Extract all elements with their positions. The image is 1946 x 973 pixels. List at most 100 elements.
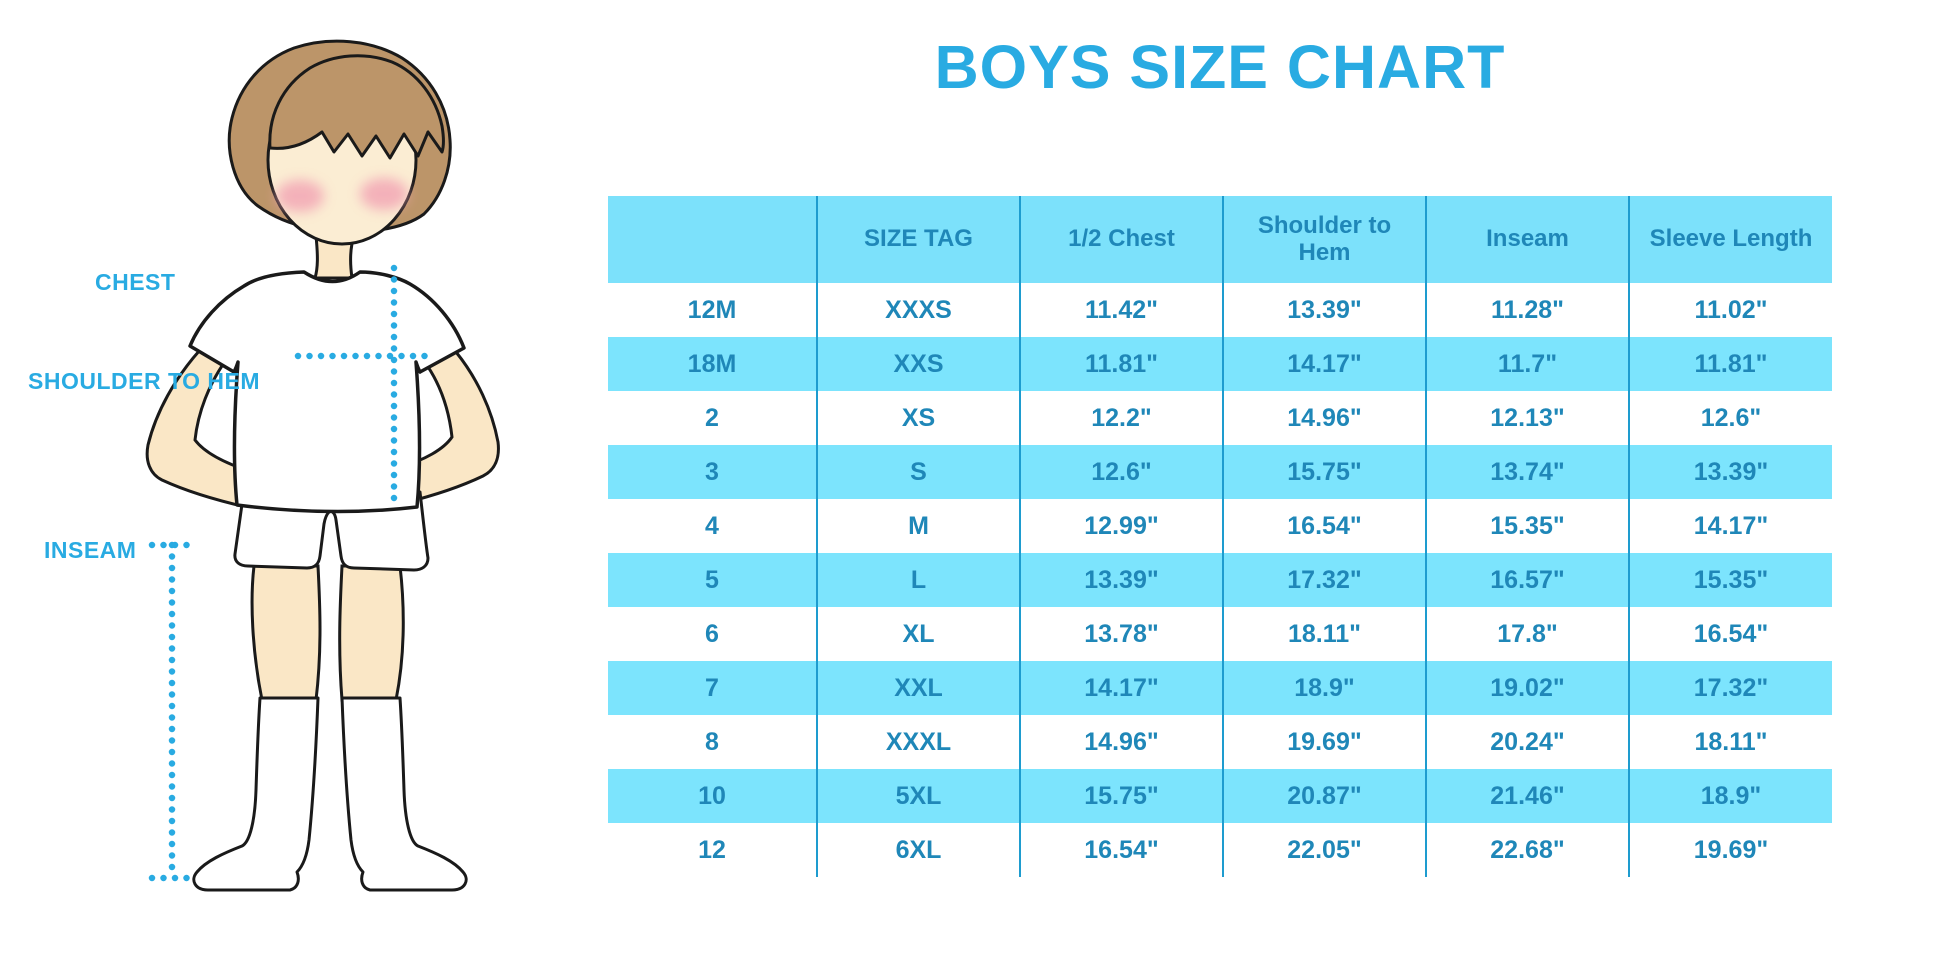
boy-right-leg xyxy=(338,564,405,702)
age-size-cell: 6 xyxy=(608,607,818,661)
chest-label: CHEST xyxy=(95,269,176,295)
inseam-cell: 19.02" xyxy=(1427,661,1630,715)
page-title: BOYS SIZE CHART xyxy=(934,33,1506,101)
shoulder-to-hem-cell: 15.75" xyxy=(1224,445,1427,499)
inseam-cell: 11.28" xyxy=(1427,283,1630,337)
shoulder-to-hem-cell: 14.17" xyxy=(1224,337,1427,391)
column-header-size-tag: SIZE TAG xyxy=(818,196,1021,283)
sleeve-length-cell: 18.11" xyxy=(1694,727,1768,756)
boy-right-sock xyxy=(340,696,468,892)
half-chest-cell: 15.75" xyxy=(1021,769,1224,823)
column-header-shoulder-to-hem: Shoulder to Hem xyxy=(1224,196,1427,283)
size-tag-cell: XS xyxy=(818,391,1021,445)
shoulder-to-hem-cell: 14.96" xyxy=(1224,391,1427,445)
boy-left-arm xyxy=(145,348,254,509)
half-chest-cell: 11.81" xyxy=(1021,337,1224,391)
inseam-label: INSEAM xyxy=(44,537,137,563)
half-chest-cell: 16.54" xyxy=(1021,823,1224,877)
boy-left-leg xyxy=(250,564,322,702)
table-row: 6 XL 13.78" 18.11" 17.8" 16.54" xyxy=(608,607,1832,661)
table-row: 8 XXXL 14.96" 19.69" 20.24" 18.11" xyxy=(608,715,1832,769)
table-row: 18M XXS 11.81" 14.17" 11.7" 11.81" xyxy=(608,337,1832,391)
inseam-cell: 12.13" xyxy=(1427,391,1630,445)
size-tag-cell: S xyxy=(818,445,1021,499)
age-size-cell: 8 xyxy=(608,715,818,769)
shoulder-to-hem-label: SHOULDER TO HEM xyxy=(28,368,260,394)
shoulder-to-hem-cell: 19.69" xyxy=(1224,715,1427,769)
sleeve-length-cell: 17.32" xyxy=(1693,673,1769,702)
inseam-cell: 20.24" xyxy=(1427,715,1630,769)
column-header-inseam: Inseam xyxy=(1427,196,1630,283)
age-size-cell: 18M xyxy=(608,337,818,391)
size-chart-table: SIZE TAG 1/2 Chest Shoulder to Hem Insea… xyxy=(608,196,1832,877)
size-tag-cell: L xyxy=(818,553,1021,607)
sleeve-length-cell: 12.6" xyxy=(1700,403,1762,432)
shoulder-to-hem-cell: 13.39" xyxy=(1224,283,1427,337)
inseam-cell: 16.57" xyxy=(1427,553,1630,607)
age-size-cell: 3 xyxy=(608,445,818,499)
size-tag-cell: XXL xyxy=(818,661,1021,715)
sleeve-length-cell: 11.02" xyxy=(1694,295,1768,324)
sleeve-length-cell: 18.9" xyxy=(1700,781,1762,810)
boy-figure-illustration: CHEST SHOULDER TO HEM INSEAM xyxy=(0,0,520,973)
age-size-cell: 2 xyxy=(608,391,818,445)
half-chest-cell: 13.39" xyxy=(1021,553,1224,607)
sleeve-length-cell: 15.35" xyxy=(1693,565,1769,594)
column-header-sleeve-length: Sleeve Length xyxy=(1649,225,1813,253)
boy-right-arm xyxy=(396,350,500,505)
sleeve-length-cell: 16.54" xyxy=(1693,619,1769,648)
sleeve-length-cell: 14.17" xyxy=(1693,511,1769,540)
age-size-cell: 10 xyxy=(608,769,818,823)
table-row: 2 XS 12.2" 14.96" 12.13" 12.6" xyxy=(608,391,1832,445)
boy-bangs xyxy=(268,54,445,160)
shoulder-to-hem-cell: 20.87" xyxy=(1224,769,1427,823)
size-tag-cell: XXXS xyxy=(818,283,1021,337)
table-row: 7 XXL 14.17" 18.9" 19.02" 17.32" xyxy=(608,661,1832,715)
table-row: 4 M 12.99" 16.54" 15.35" 14.17" xyxy=(608,499,1832,553)
size-tag-cell: XXXL xyxy=(818,715,1021,769)
shoulder-to-hem-cell: 18.9" xyxy=(1224,661,1427,715)
table-row: 3 S 12.6" 15.75" 13.74" 13.39" xyxy=(608,445,1832,499)
table-row: 10 5XL 15.75" 20.87" 21.46" 18.9" xyxy=(608,769,1832,823)
shoulder-to-hem-cell: 16.54" xyxy=(1224,499,1427,553)
inseam-cell: 22.68" xyxy=(1427,823,1630,877)
half-chest-cell: 14.17" xyxy=(1021,661,1224,715)
boy-left-sock xyxy=(192,696,320,892)
table-row: 12M XXXS 11.42" 13.39" 11.28" 11.02" xyxy=(608,283,1832,337)
inseam-cell: 11.7" xyxy=(1427,337,1630,391)
inseam-cell: 15.35" xyxy=(1427,499,1630,553)
age-size-cell: 12M xyxy=(608,283,818,337)
shoulder-to-hem-cell: 17.32" xyxy=(1224,553,1427,607)
size-tag-cell: 6XL xyxy=(818,823,1021,877)
table-header-row: SIZE TAG 1/2 Chest Shoulder to Hem Insea… xyxy=(608,196,1832,283)
size-tag-cell: M xyxy=(818,499,1021,553)
age-size-cell: 12 xyxy=(608,823,818,877)
table-row: 12 6XL 16.54" 22.05" 22.68" 19.69" xyxy=(608,823,1832,877)
half-chest-cell: 12.6" xyxy=(1021,445,1224,499)
shoulder-to-hem-cell: 18.11" xyxy=(1224,607,1427,661)
half-chest-cell: 12.2" xyxy=(1021,391,1224,445)
boy-cheek-left xyxy=(276,180,324,212)
inseam-cell: 13.74" xyxy=(1427,445,1630,499)
boy-figure-svg xyxy=(145,39,500,892)
column-header-empty xyxy=(608,196,818,283)
boy-cheek-right xyxy=(360,178,408,210)
sleeve-length-cell: 19.69" xyxy=(1693,835,1769,864)
inseam-cell: 17.8" xyxy=(1427,607,1630,661)
size-tag-cell: XL xyxy=(818,607,1021,661)
half-chest-cell: 14.96" xyxy=(1021,715,1224,769)
sleeve-length-cell: 11.81" xyxy=(1694,349,1768,378)
age-size-cell: 7 xyxy=(608,661,818,715)
age-size-cell: 5 xyxy=(608,553,818,607)
size-tag-cell: XXS xyxy=(818,337,1021,391)
size-tag-cell: 5XL xyxy=(818,769,1021,823)
sleeve-length-cell: 13.39" xyxy=(1693,457,1769,486)
half-chest-cell: 11.42" xyxy=(1021,283,1224,337)
table-row: 5 L 13.39" 17.32" 16.57" 15.35" xyxy=(608,553,1832,607)
column-header-half-chest: 1/2 Chest xyxy=(1021,196,1224,283)
half-chest-cell: 12.99" xyxy=(1021,499,1224,553)
inseam-cell: 21.46" xyxy=(1427,769,1630,823)
half-chest-cell: 13.78" xyxy=(1021,607,1224,661)
age-size-cell: 4 xyxy=(608,499,818,553)
shoulder-to-hem-cell: 22.05" xyxy=(1224,823,1427,877)
